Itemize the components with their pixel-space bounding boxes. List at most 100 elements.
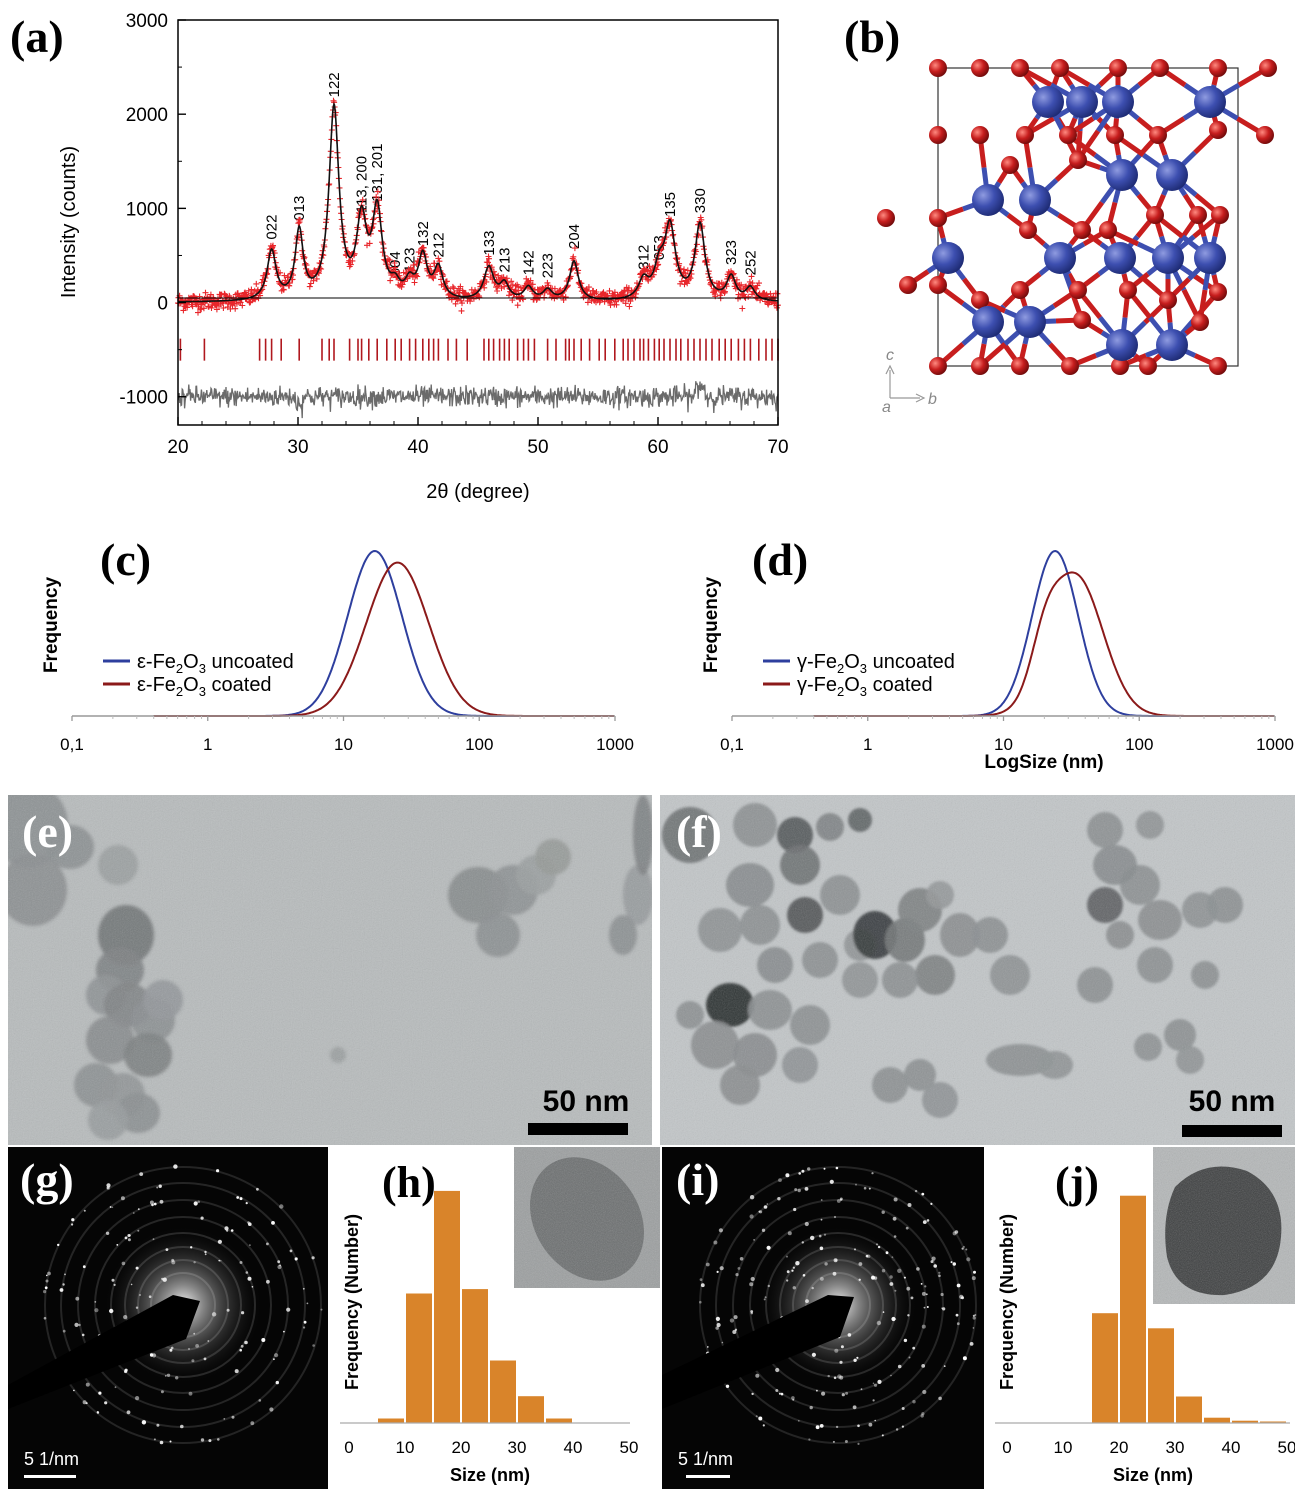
diffraction-spot — [926, 1306, 929, 1308]
diffraction-spot — [75, 1296, 80, 1301]
diffraction-spot — [128, 1234, 131, 1237]
diffraction-spot — [954, 1230, 959, 1234]
diffraction-spot — [204, 1253, 207, 1256]
diffraction-spot — [758, 1416, 763, 1421]
diffraction-rings — [43, 1164, 323, 1445]
diffraction-spot — [837, 1374, 842, 1379]
diffraction-spot — [874, 1419, 876, 1422]
diffraction-spot — [762, 1424, 765, 1427]
diffraction-spot — [279, 1204, 284, 1209]
iron-atom — [1019, 184, 1051, 216]
diffraction-spot — [311, 1256, 315, 1260]
x-tick-label: 40 — [407, 437, 428, 458]
diffraction-spot — [216, 1169, 220, 1173]
diffraction-spot — [171, 1258, 175, 1262]
diffraction-spot — [916, 1267, 920, 1271]
diffraction-spot — [274, 1353, 279, 1358]
diffraction-spot — [170, 1346, 174, 1350]
diffraction-spot — [845, 1391, 849, 1395]
diffraction-spot — [833, 1258, 838, 1263]
x-tick-label: 30 — [508, 1438, 527, 1457]
diffraction-spot — [104, 1401, 108, 1405]
y-axis-label: Frequency (Number) — [342, 1214, 362, 1390]
diffraction-spot — [64, 1273, 66, 1276]
diffraction-spot — [972, 1314, 975, 1317]
diffraction-spot — [868, 1422, 873, 1427]
diffraction-spot — [73, 1389, 75, 1392]
diffraction-spot — [775, 1389, 779, 1392]
diffraction-spot — [897, 1268, 902, 1273]
diffraction-spot — [251, 1286, 254, 1288]
diffraction-spot — [856, 1356, 859, 1359]
diffraction-spot — [852, 1405, 857, 1410]
bragg-position-ticks — [179, 338, 779, 361]
peak-label: 312 — [636, 245, 653, 270]
diffraction-spot — [226, 1308, 230, 1312]
diffraction-spot — [750, 1310, 754, 1313]
x-tick-label: 10 — [396, 1438, 415, 1457]
diffraction-spot — [306, 1302, 309, 1305]
diffraction-spot — [707, 1346, 709, 1348]
diffraction-spot — [901, 1407, 905, 1410]
diffraction-spot — [766, 1245, 771, 1250]
y-tick-label: 2000 — [126, 105, 168, 126]
oxygen-atom — [1061, 357, 1079, 375]
diffraction-spot — [749, 1282, 754, 1287]
diffraction-spot — [931, 1256, 936, 1261]
oxygen-atom — [1016, 126, 1034, 144]
scale-bar-label: 50 nm — [1189, 1085, 1276, 1118]
panel-label-e: (e) — [22, 806, 73, 857]
histogram-bar — [462, 1289, 488, 1423]
diffraction-spot — [302, 1287, 305, 1290]
diffraction-spot — [755, 1373, 760, 1378]
diffraction-spot — [244, 1340, 248, 1345]
observed-points — [175, 97, 781, 316]
peak-label: 213 — [496, 247, 513, 272]
diffraction-spot — [749, 1214, 754, 1219]
diffraction-spot — [71, 1218, 75, 1222]
x-tick-label: 20 — [1110, 1438, 1129, 1457]
diffraction-spot — [137, 1208, 140, 1210]
diffraction-spot — [294, 1257, 298, 1261]
diffraction-spot — [111, 1206, 114, 1209]
diffraction-spot — [922, 1389, 927, 1395]
diffraction-spot — [135, 1266, 139, 1270]
diffraction-spot — [876, 1320, 882, 1326]
peak-label: 122 — [326, 72, 343, 97]
diffraction-spot — [755, 1415, 758, 1418]
diffraction-spot — [739, 1257, 744, 1261]
histogram-bar — [1120, 1195, 1146, 1423]
diffraction-spot — [889, 1275, 893, 1279]
noise-overlay — [660, 795, 1295, 1145]
oxygen-atom — [1211, 206, 1229, 224]
peak-label: 223 — [540, 253, 557, 278]
diffraction-ring — [110, 1232, 256, 1378]
diffraction-spot — [969, 1342, 974, 1346]
diffraction-spot — [804, 1187, 809, 1191]
diffraction-spot — [121, 1261, 126, 1266]
histogram-bar — [546, 1418, 572, 1423]
diffraction-spot — [159, 1440, 164, 1445]
diffraction-spot — [791, 1396, 795, 1400]
size-histogram-h: 0 10 20 30 40 50 Size (nm) Frequency (Number)… — [340, 1147, 660, 1485]
oxygen-atom — [1106, 126, 1124, 144]
diffraction-spot — [920, 1414, 924, 1418]
diffraction-ring — [44, 1166, 322, 1444]
diffraction-spot — [834, 1348, 839, 1353]
diffraction-spot — [753, 1239, 755, 1241]
diffraction-spot — [303, 1320, 307, 1324]
diffraction-spot — [903, 1276, 906, 1279]
diffraction-spot — [283, 1330, 285, 1333]
oxygen-atom — [971, 59, 989, 77]
diffraction-spot — [193, 1332, 196, 1335]
y-axis-label: Intensity (counts) — [58, 146, 80, 298]
diffraction-spot — [62, 1283, 65, 1286]
diffraction-spot — [750, 1276, 755, 1282]
diffraction-spot — [247, 1276, 252, 1281]
peak-label: 323 — [723, 240, 740, 265]
diffraction-spot — [829, 1179, 834, 1184]
diffraction-spot — [190, 1246, 193, 1249]
y-axis-label: Frequency — [701, 577, 722, 674]
beam-stop — [8, 1295, 200, 1409]
